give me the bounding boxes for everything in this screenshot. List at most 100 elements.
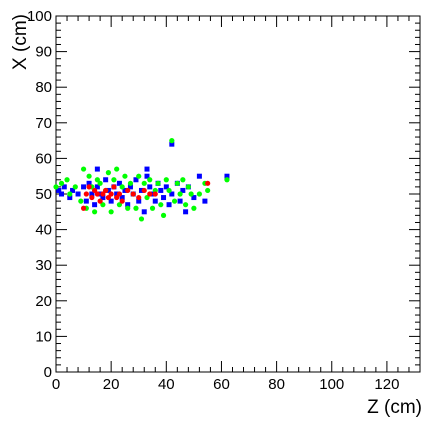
- data-point: [171, 198, 178, 204]
- data-point: [72, 184, 78, 190]
- data-point: [114, 191, 120, 197]
- data-point: [80, 205, 87, 211]
- y-tick-label: 70: [35, 115, 52, 132]
- data-point: [125, 205, 131, 211]
- data-point: [130, 191, 136, 197]
- data-point: [158, 202, 164, 208]
- data-point: [191, 205, 197, 211]
- data-point: [224, 173, 230, 179]
- data-point: [116, 180, 122, 186]
- x-tick-label: 80: [268, 376, 285, 393]
- data-point: [116, 202, 123, 208]
- data-point: [169, 141, 175, 147]
- data-point: [185, 184, 191, 190]
- data-point: [103, 177, 109, 183]
- data-point: [224, 177, 230, 183]
- data-point: [97, 180, 103, 186]
- data-point: [108, 191, 114, 197]
- data-point: [166, 202, 172, 208]
- data-point: [141, 180, 147, 186]
- data-point: [136, 194, 142, 201]
- y-tick-label: 60: [35, 150, 52, 167]
- data-point: [177, 191, 183, 197]
- data-point: [144, 194, 150, 201]
- x-tick-label: 100: [319, 376, 344, 393]
- data-point: [141, 187, 147, 194]
- data-point: [67, 191, 73, 197]
- data-point: [58, 180, 65, 186]
- data-point: [141, 209, 147, 215]
- data-point: [169, 191, 175, 197]
- data-point: [163, 177, 169, 183]
- data-point: [144, 166, 150, 172]
- data-point: [183, 202, 189, 208]
- data-point: [86, 173, 92, 179]
- data-point: [86, 184, 92, 190]
- series-2: [80, 180, 211, 211]
- data-point: [59, 191, 65, 197]
- data-point: [78, 198, 84, 204]
- data-point: [136, 173, 142, 179]
- data-point: [94, 191, 100, 197]
- data-point: [75, 191, 81, 197]
- data-point: [155, 180, 161, 186]
- y-tick-label: 10: [35, 328, 52, 345]
- data-point: [205, 187, 211, 194]
- data-point: [160, 212, 167, 218]
- data-point: [147, 184, 153, 190]
- data-point: [64, 177, 70, 183]
- data-point: [114, 194, 120, 201]
- data-point: [83, 191, 89, 197]
- data-point: [133, 205, 139, 211]
- data-point: [67, 195, 73, 201]
- data-point: [119, 198, 125, 204]
- x-tick-label: 120: [374, 376, 399, 393]
- y-tick-label: 30: [35, 257, 52, 274]
- data-point: [103, 187, 109, 194]
- data-point: [202, 198, 208, 204]
- data-point: [177, 198, 183, 204]
- data-point: [133, 177, 139, 183]
- data-point: [196, 173, 202, 179]
- x-tick-label: 60: [213, 376, 230, 393]
- data-point: [119, 195, 125, 201]
- data-point: [147, 191, 153, 197]
- data-point: [136, 198, 142, 204]
- data-point: [111, 184, 117, 190]
- y-tick-label: 90: [35, 44, 52, 61]
- data-point: [174, 180, 180, 186]
- data-point: [152, 191, 158, 197]
- data-point: [125, 202, 131, 208]
- data-point: [152, 198, 158, 204]
- data-point: [100, 202, 106, 208]
- data-point: [144, 173, 150, 179]
- y-axis-title: X (cm): [10, 14, 31, 70]
- data-point: [138, 216, 145, 222]
- y-tick-label: 50: [35, 186, 52, 203]
- data-point: [127, 184, 133, 190]
- data-point: [100, 191, 106, 197]
- data-point: [92, 209, 98, 215]
- data-point: [166, 187, 172, 194]
- data-point: [196, 191, 202, 197]
- x-axis-title: Z (cm): [367, 397, 422, 418]
- data-point: [191, 195, 197, 201]
- data-point: [83, 198, 89, 204]
- data-point: [105, 170, 111, 176]
- data-point: [94, 177, 100, 183]
- data-point: [89, 194, 95, 201]
- data-point: [111, 177, 117, 183]
- data-point: [97, 198, 103, 204]
- data-point: [138, 187, 144, 193]
- y-tick-label: 0: [44, 364, 52, 381]
- x-tick-label: 40: [158, 376, 175, 393]
- x-axis-ticks: 0 20 40 60 80 100 120: [52, 16, 421, 393]
- data-point: [86, 180, 92, 186]
- y-tick-label: 100: [27, 8, 52, 25]
- data-point: [100, 195, 106, 201]
- y-tick-label: 40: [35, 222, 52, 239]
- x-tick-label: 0: [52, 376, 60, 393]
- data-point: [150, 191, 156, 197]
- data-point: [122, 173, 128, 179]
